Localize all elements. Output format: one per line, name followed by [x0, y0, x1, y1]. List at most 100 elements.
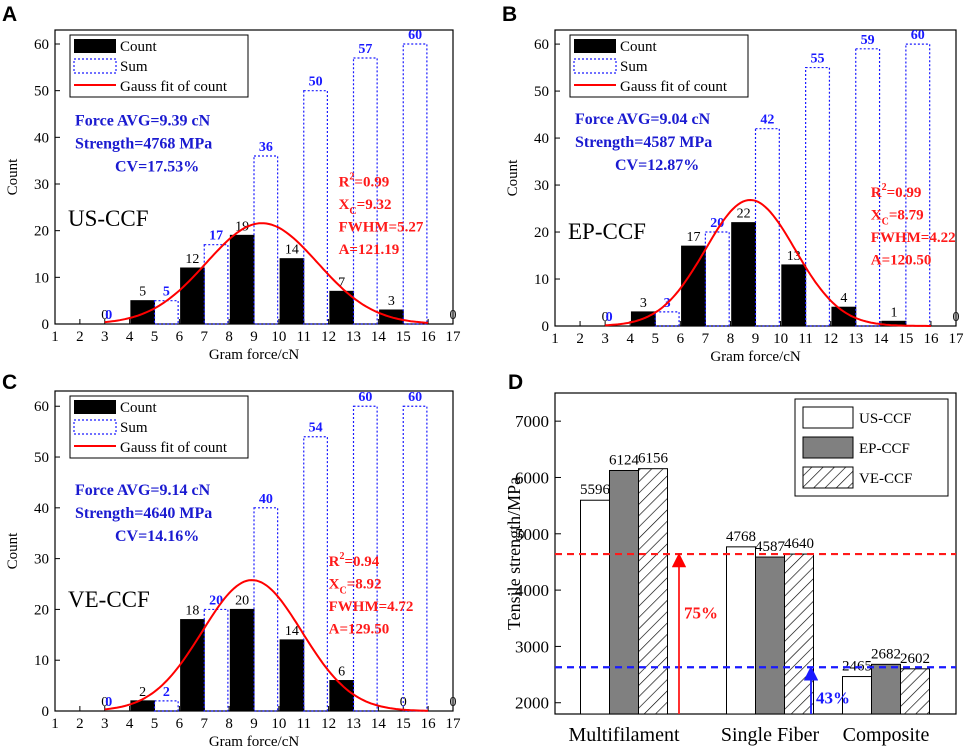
fit-param-line: A=129.50 [329, 622, 390, 638]
sum-bar-label: 54 [309, 421, 323, 436]
fit-param-value: =0.99 [887, 185, 922, 201]
y-tick-label: 0 [42, 704, 50, 720]
sum-bar-label: 42 [760, 113, 774, 128]
count-bar [180, 267, 205, 325]
count-bar-label: 12 [185, 252, 199, 267]
x-tick-label: 2 [76, 329, 84, 345]
y-tick-label: 50 [534, 84, 549, 100]
x-tick-label: 4 [626, 331, 634, 347]
y-tick-label: 40 [34, 501, 49, 517]
x-tick-label: 12 [321, 716, 336, 732]
strength-bar [609, 469, 639, 715]
x-tick-label: 15 [396, 329, 411, 345]
x-tick-label: 3 [101, 329, 109, 345]
increase-label: 43% [816, 688, 850, 707]
strength-bar [871, 663, 901, 715]
x-tick-label: 9 [752, 331, 760, 347]
count-bar-label: 14 [285, 243, 299, 258]
x-tick-label: 10 [271, 329, 286, 345]
strength-bar [726, 546, 756, 715]
y-tick-label: 10 [34, 270, 49, 286]
y-axis-title: Count [505, 159, 521, 197]
fit-param-value: FWHM=4.22 [871, 230, 956, 246]
count-bar-label: 14 [285, 624, 299, 639]
x-tick-label: 6 [176, 716, 184, 732]
strength-bar-label: 2682 [871, 646, 901, 662]
x-tick-label: 12 [321, 329, 336, 345]
y-tick-label: 6000 [515, 468, 549, 487]
x-axis-title: Gram force/cN [209, 347, 300, 363]
strength-bar-label: 6124 [609, 452, 640, 468]
sum-bar-label: 40 [259, 492, 273, 507]
strength-bar [842, 676, 872, 715]
count-bar [731, 222, 756, 327]
sum-bar-label: 0 [606, 310, 613, 325]
x-tick-label: 6 [677, 331, 685, 347]
fit-param-value: =8.79 [889, 207, 924, 223]
x-tick-label: 13 [848, 331, 863, 347]
count-bar-label: 0 [101, 695, 108, 710]
gauss-fit-curve [605, 198, 931, 327]
count-bar-label: 4 [840, 291, 847, 306]
legend-sum-label: Sum [620, 59, 648, 75]
fit-param-line: R2=0.99 [871, 182, 922, 201]
x-tick-label: 16 [421, 716, 437, 732]
gauss-fit-curve [104, 222, 429, 324]
panel-label-d: D [508, 371, 523, 394]
x-tick-label: 12 [823, 331, 838, 347]
y-tick-label: 30 [534, 178, 549, 194]
legend-count-swatch [74, 39, 116, 53]
y-tick-label: 20 [534, 225, 549, 241]
y-tick-label: 50 [34, 84, 49, 100]
sum-bar [402, 405, 428, 712]
fit-param-value: A=121.19 [339, 242, 400, 258]
panel-title: EP-CCF [568, 219, 646, 244]
x-tick-label: 11 [297, 329, 311, 345]
strength-bar [580, 499, 610, 715]
legend-sum-swatch [73, 58, 117, 74]
panel-label-a: A [2, 3, 17, 26]
x-tick-label: 17 [949, 331, 965, 347]
sum-bar-label: 60 [358, 390, 372, 405]
sum-bar [805, 66, 831, 327]
fit-param-value: =0.94 [344, 554, 379, 570]
count-bar [279, 258, 305, 325]
panel-b-histogram: 1 2 3 4 5 6 7 8 9 10 11 12 13 14 15 16 170102030405060Gr… [505, 28, 964, 365]
count-bar [229, 234, 255, 325]
y-tick-label: 4000 [515, 581, 549, 600]
strength-bar-label: 5596 [580, 482, 611, 498]
strength-bar-label: 4640 [784, 536, 814, 552]
fit-param-value: A=120.50 [871, 252, 932, 268]
count-bar-label: 1 [890, 305, 897, 320]
x-tick-label: 16 [421, 329, 437, 345]
panel-label-c: C [2, 371, 17, 394]
strength-bar [784, 553, 814, 715]
count-bar-label: 22 [737, 207, 751, 222]
sum-bar [352, 405, 378, 712]
strength-bar-label: 6156 [638, 451, 669, 467]
fit-param-base: R [329, 554, 340, 570]
sum-bar-label: 20 [209, 593, 223, 608]
sum-bar [253, 507, 279, 712]
stat-line: Strength=4587 MPa [575, 134, 712, 151]
sum-bar-label: 17 [209, 229, 223, 244]
sum-bar [203, 608, 229, 712]
y-tick-label: 3000 [515, 637, 549, 656]
fit-param-base: X [329, 577, 340, 593]
fit-param-line: R2=0.94 [329, 551, 380, 570]
y-tick-label: 7000 [515, 412, 549, 431]
x-tick-label: 13 [346, 716, 361, 732]
fit-param-value: FWHM=4.72 [329, 599, 414, 615]
count-bar-label: 7 [338, 275, 345, 290]
y-tick-label: 20 [34, 602, 49, 618]
count-bar [681, 245, 706, 327]
count-bar-label: 17 [686, 230, 700, 245]
sum-bar-label: 60 [408, 28, 422, 43]
fit-param-sup: 2 [339, 551, 344, 562]
y-tick-label: 40 [534, 131, 549, 147]
x-tick-label: 13 [346, 329, 361, 345]
y-tick-label: 30 [34, 177, 49, 193]
legend-sum-swatch [73, 419, 117, 435]
x-tick-label: 1 [51, 329, 59, 345]
